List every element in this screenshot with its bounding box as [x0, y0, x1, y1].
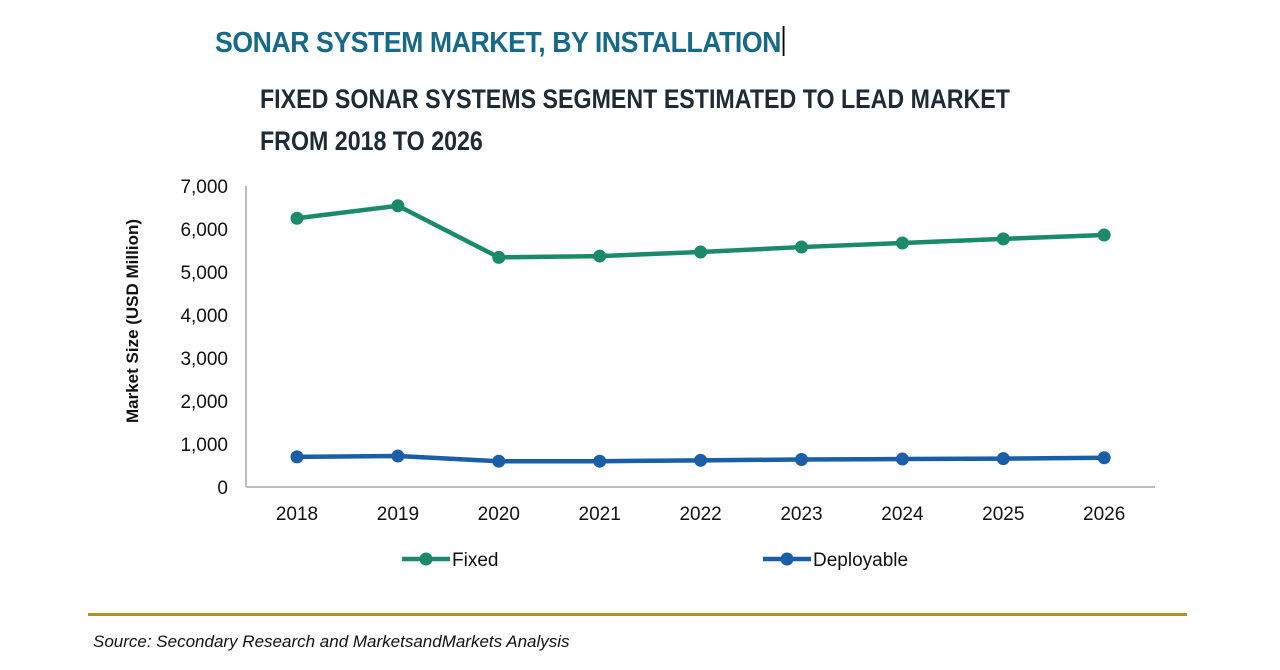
x-tick-label: 2022 — [679, 504, 721, 525]
x-tick-label: 2020 — [478, 504, 520, 525]
x-tick-label: 2021 — [579, 504, 621, 525]
data-point-deployable — [694, 453, 708, 467]
y-tick-label: 3,000 — [180, 349, 228, 370]
chart-subtitle: FIXED SONAR SYSTEMS SEGMENT ESTIMATED TO… — [260, 84, 1010, 156]
x-tick-label: 2026 — [1083, 504, 1125, 525]
data-point-deployable — [1097, 451, 1111, 465]
data-point-fixed — [290, 211, 304, 225]
y-tick-label: 4,000 — [180, 306, 228, 327]
y-tick-label: 2,000 — [180, 392, 228, 413]
data-point-fixed — [996, 232, 1010, 246]
x-tick-label: 2025 — [982, 504, 1024, 525]
data-point-deployable — [290, 450, 304, 464]
legend-item-deployable: Deployable — [763, 550, 908, 571]
legend-marker-deployable — [780, 552, 794, 566]
y-tick-label: 0 — [217, 478, 228, 499]
legend-item-fixed: Fixed — [402, 550, 498, 571]
data-point-deployable — [795, 452, 808, 466]
data-point-fixed — [895, 236, 909, 250]
legend-label-deployable: Deployable — [813, 550, 908, 571]
data-point-fixed — [593, 249, 607, 263]
data-point-fixed — [1097, 228, 1111, 242]
footer-divider — [88, 613, 1187, 616]
data-point-deployable — [895, 452, 909, 466]
data-point-deployable — [492, 454, 506, 468]
line-chart: Market Size (USD Million) 0 1,000 2,000 3,0… — [123, 177, 1155, 571]
y-tick-label: 1,000 — [180, 435, 228, 456]
data-point-deployable — [391, 449, 405, 463]
y-tick-label: 7,000 — [180, 177, 228, 198]
text-cursor — [782, 26, 785, 56]
chart-title-text: SONAR SYSTEM MARKET, BY INSTALLATION — [215, 27, 781, 59]
source-note: Source: Secondary Research and Marketsan… — [93, 632, 570, 651]
legend-marker-fixed — [419, 552, 433, 566]
x-tick-label: 2019 — [377, 504, 419, 525]
data-point-fixed — [391, 199, 405, 213]
y-axis-title: Market Size (USD Million) — [123, 219, 142, 423]
data-point-fixed — [795, 240, 808, 254]
data-point-deployable — [996, 452, 1010, 466]
data-point-deployable — [593, 454, 607, 468]
legend-label-fixed: Fixed — [452, 550, 498, 571]
data-point-fixed — [492, 250, 506, 264]
x-tick-label: 2018 — [276, 504, 318, 525]
x-tick-label: 2024 — [881, 504, 924, 525]
data-point-fixed — [694, 245, 708, 259]
y-tick-label: 5,000 — [180, 263, 228, 284]
y-tick-label: 6,000 — [180, 220, 228, 241]
chart-title: SONAR SYSTEM MARKET, BY INSTALLATION — [215, 26, 785, 60]
x-tick-label: 2023 — [780, 504, 822, 525]
